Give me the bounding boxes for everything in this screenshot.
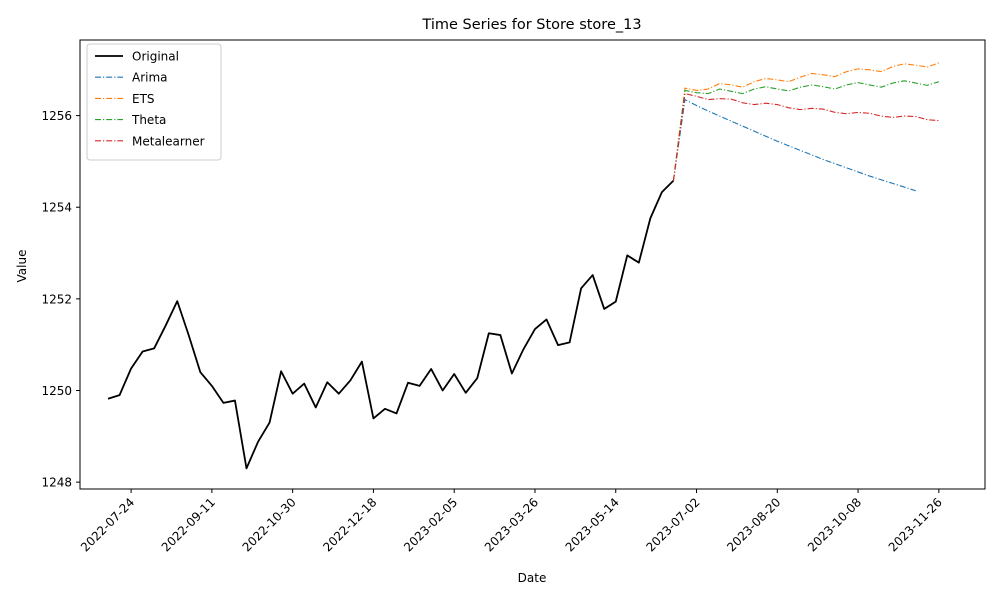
legend-label: Original [132,50,179,64]
axes-frame [79,39,986,490]
chart-title: Time Series for Store store_13 [421,17,641,33]
y-tick-label: 1248 [41,476,72,490]
series-line-arima [672,99,916,192]
plot-area [107,62,940,470]
series-line-original [107,180,675,470]
y-tick-label: 1250 [41,384,72,398]
y-axis-title: Value [15,250,29,283]
legend-label: Metalearner [132,134,205,148]
legend-label: Arima [132,71,168,85]
x-axis-title: Date [518,571,547,585]
series-line-ets [672,62,940,181]
y-tick-label: 1254 [41,201,72,215]
legend-box [86,43,222,161]
series-line-theta [672,80,940,181]
y-tick-label: 1256 [41,109,72,123]
y-tick-label: 1252 [41,292,72,306]
legend-label: ETS [132,92,155,106]
legend-label: Theta [131,113,166,127]
legend: Original Arima ETS Theta Metalearner [86,43,222,161]
